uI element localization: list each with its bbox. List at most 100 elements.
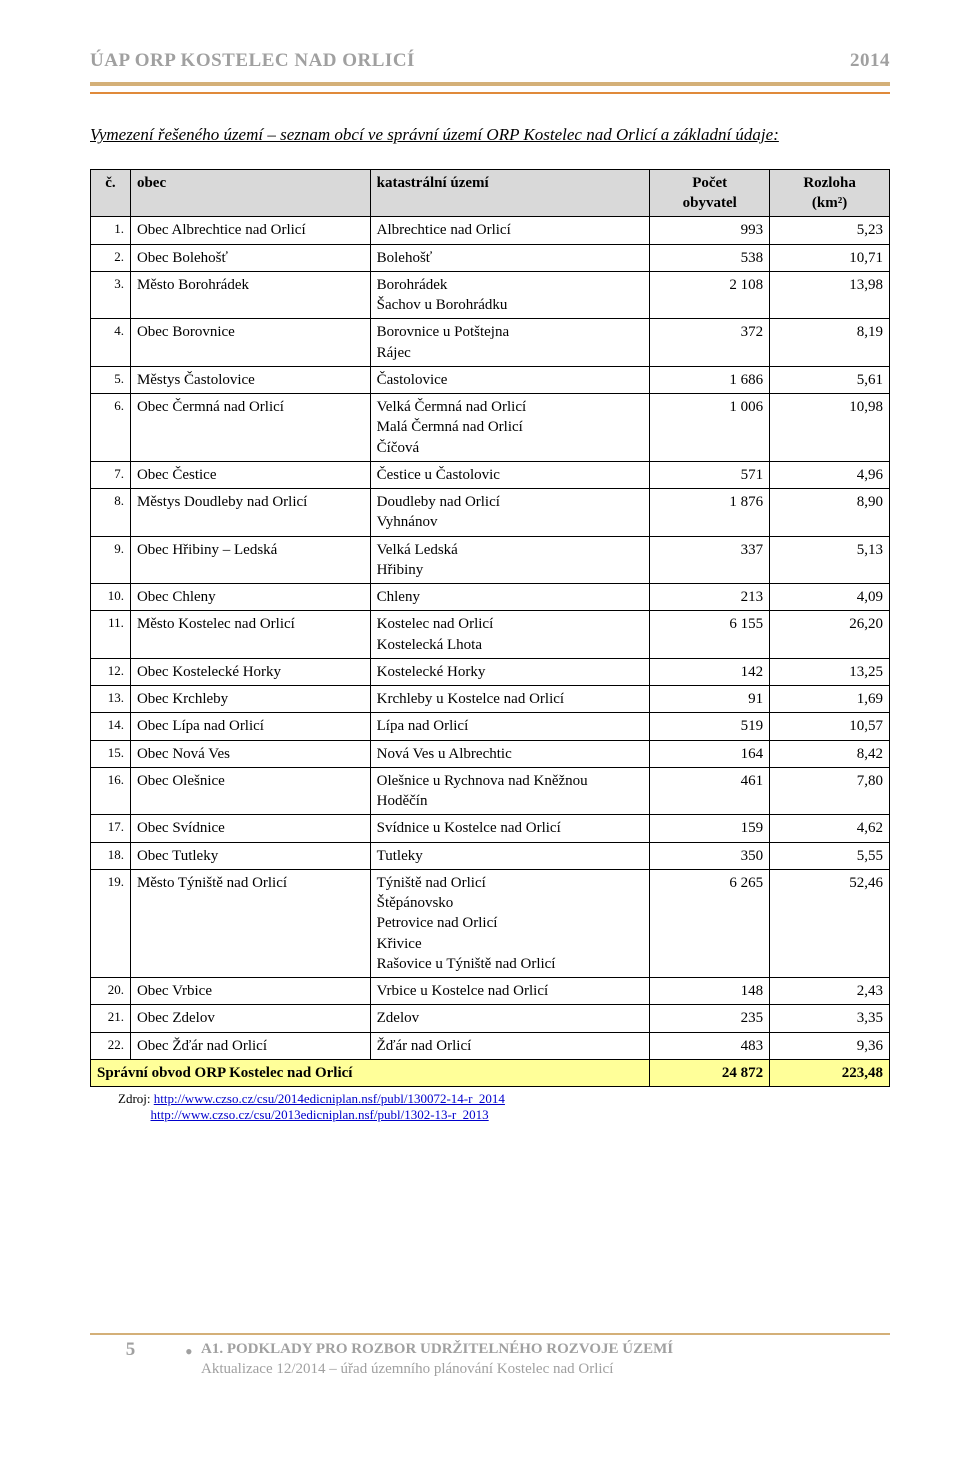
table-row: 5.Městys ČastoloviceČastolovice1 6865,61 [91,366,890,393]
cell-index: 7. [91,461,131,488]
municipality-table: č. obec katastrální území Počet obyvatel… [90,169,890,1087]
cell-obec: Obec Tutleky [130,842,370,869]
cell-area: 8,19 [770,319,890,367]
cell-index: 19. [91,869,131,977]
cell-area: 26,20 [770,611,890,659]
cell-obec: Obec Albrechtice nad Orlicí [130,217,370,244]
cell-area: 7,80 [770,767,890,815]
source-link-1[interactable]: http://www.czso.cz/csu/2014edicniplan.ns… [154,1091,505,1106]
cell-obec: Město Borohrádek [130,271,370,319]
cell-obec: Obec Hřibiny – Ledská [130,536,370,584]
table-row: 20.Obec VrbiceVrbice u Kostelce nad Orli… [91,978,890,1005]
footer-text: A1. PODKLADY PRO ROZBOR UDRŽITELNÉHO ROZ… [201,1339,673,1380]
cell-index: 21. [91,1005,131,1032]
cell-obec: Obec Kostelecké Horky [130,658,370,685]
source-link-2[interactable]: http://www.czso.cz/csu/2013edicniplan.ns… [151,1107,489,1122]
cell-area: 4,09 [770,584,890,611]
footer-line2: Aktualizace 12/2014 – úřad územního plán… [201,1359,673,1379]
total-label: Správní obvod ORP Kostelec nad Orlicí [91,1059,650,1086]
cell-pop: 164 [650,740,770,767]
table-row: 19.Město Týniště nad OrlicíTýniště nad O… [91,869,890,977]
cell-area: 2,43 [770,978,890,1005]
cell-pop: 483 [650,1032,770,1059]
table-row: 17.Obec SvídniceSvídnice u Kostelce nad … [91,815,890,842]
table-row: 16.Obec OlešniceOlešnice u Rychnova nad … [91,767,890,815]
cell-index: 10. [91,584,131,611]
header-left: ÚAP ORP KOSTELEC NAD ORLICÍ [90,50,415,72]
cell-obec: Obec Borovnice [130,319,370,367]
cell-area: 52,46 [770,869,890,977]
cell-ku: Žďár nad Orlicí [370,1032,650,1059]
cell-pop: 571 [650,461,770,488]
table-row: 10.Obec ChlenyChleny2134,09 [91,584,890,611]
cell-area: 10,98 [770,394,890,462]
cell-index: 2. [91,244,131,271]
cell-obec: Město Týniště nad Orlicí [130,869,370,977]
intro-text: Vymezení řešeného území – seznam obcí ve… [90,124,890,147]
cell-ku: Nová Ves u Albrechtic [370,740,650,767]
cell-index: 8. [91,489,131,537]
cell-area: 8,42 [770,740,890,767]
cell-ku: Častolovice [370,366,650,393]
cell-pop: 2 108 [650,271,770,319]
cell-area: 8,90 [770,489,890,537]
table-row: 4.Obec BorovniceBorovnice u PotštejnaRáj… [91,319,890,367]
cell-ku: Borovnice u PotštejnaRájec [370,319,650,367]
cell-ku: Kostelec nad OrlicíKostelecká Lhota [370,611,650,659]
table-row: 2.Obec BolehošťBolehošť53810,71 [91,244,890,271]
cell-index: 13. [91,686,131,713]
cell-pop: 6 155 [650,611,770,659]
table-row: 15.Obec Nová VesNová Ves u Albrechtic164… [91,740,890,767]
table-row: 3.Město BorohrádekBorohrádekŠachov u Bor… [91,271,890,319]
cell-pop: 235 [650,1005,770,1032]
cell-pop: 538 [650,244,770,271]
cell-index: 5. [91,366,131,393]
cell-obec: Obec Krchleby [130,686,370,713]
cell-pop: 461 [650,767,770,815]
cell-area: 5,23 [770,217,890,244]
table-row: 11.Město Kostelec nad OrlicíKostelec nad… [91,611,890,659]
table-header-row: č. obec katastrální území Počet obyvatel… [91,169,890,217]
cell-obec: Obec Vrbice [130,978,370,1005]
cell-index: 1. [91,217,131,244]
cell-area: 5,61 [770,366,890,393]
cell-pop: 142 [650,658,770,685]
source-prefix: Zdroj: [118,1091,154,1106]
table-row: 21.Obec ZdelovZdelov2353,35 [91,1005,890,1032]
cell-ku: Velká LedskáHřibiny [370,536,650,584]
total-area: 223,48 [770,1059,890,1086]
cell-ku: Olešnice u Rychnova nad KněžnouHoděčín [370,767,650,815]
cell-ku: Čestice u Častolovic [370,461,650,488]
cell-obec: Obec Nová Ves [130,740,370,767]
table-row: 6.Obec Čermná nad OrlicíVelká Čermná nad… [91,394,890,462]
cell-obec: Obec Chleny [130,584,370,611]
cell-index: 11. [91,611,131,659]
th-index: č. [91,169,131,217]
cell-index: 17. [91,815,131,842]
cell-ku: Albrechtice nad Orlicí [370,217,650,244]
cell-index: 16. [91,767,131,815]
table-row: 12.Obec Kostelecké HorkyKostelecké Horky… [91,658,890,685]
table-row: 8.Městys Doudleby nad OrlicíDoudleby nad… [91,489,890,537]
cell-area: 1,69 [770,686,890,713]
cell-area: 5,13 [770,536,890,584]
header-right: 2014 [850,50,890,72]
th-obec: obec [130,169,370,217]
cell-area: 10,57 [770,713,890,740]
cell-obec: Obec Čestice [130,461,370,488]
cell-pop: 1 876 [650,489,770,537]
cell-ku: Lípa nad Orlicí [370,713,650,740]
footer-line1: A1. PODKLADY PRO ROZBOR UDRŽITELNÉHO ROZ… [201,1339,673,1359]
cell-ku: Zdelov [370,1005,650,1032]
cell-ku: Velká Čermná nad OrlicíMalá Čermná nad O… [370,394,650,462]
source-block: Zdroj: http://www.czso.cz/csu/2014edicni… [90,1091,890,1123]
cell-pop: 6 265 [650,869,770,977]
table-row: 18.Obec TutlekyTutleky3505,55 [91,842,890,869]
cell-pop: 1 686 [650,366,770,393]
cell-index: 22. [91,1032,131,1059]
cell-index: 12. [91,658,131,685]
cell-index: 9. [91,536,131,584]
cell-pop: 159 [650,815,770,842]
cell-ku: BorohrádekŠachov u Borohrádku [370,271,650,319]
cell-pop: 1 006 [650,394,770,462]
